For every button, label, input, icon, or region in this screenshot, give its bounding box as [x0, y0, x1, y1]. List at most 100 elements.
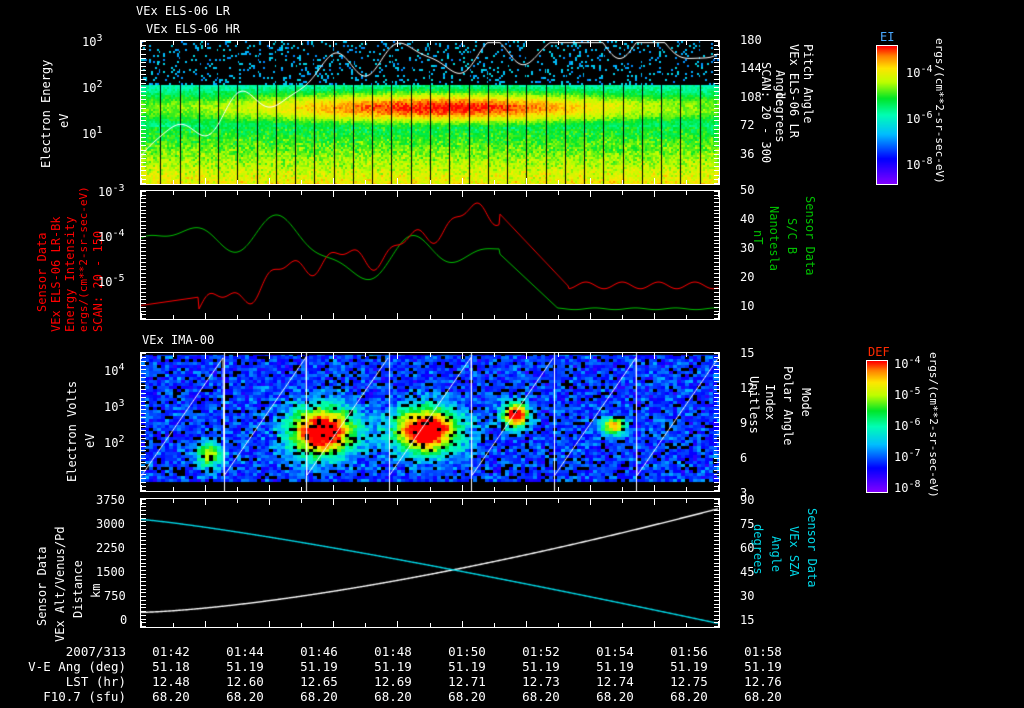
axis-tick [141, 458, 146, 459]
panel3-ylabel-1: eV [83, 433, 97, 448]
axis-tick [141, 225, 146, 226]
panel1-rlabel-2: Angle [773, 70, 787, 107]
axis-tick [141, 611, 146, 612]
table-cell: 12.71 [448, 674, 486, 689]
axis-tick [397, 499, 398, 505]
panel2-intensity-bfield-timeseries[interactable] [140, 190, 720, 320]
panel1-title-lr: VEx ELS-06 LR [136, 4, 230, 18]
axis-tick [590, 313, 591, 319]
axis-tick [558, 41, 559, 45]
table-row-label: F10.7 (sfu) [43, 689, 126, 704]
panel1-rtick-4: 36 [740, 147, 755, 161]
axis-tick [430, 623, 431, 627]
axis-tick [141, 626, 146, 627]
panel2-rlabel-1: S/C B [785, 218, 799, 255]
axis-tick [141, 247, 146, 248]
axis-tick [714, 284, 719, 285]
axis-tick [714, 397, 719, 398]
table-row-label: LST (hr) [65, 674, 126, 689]
axis-tick [430, 499, 431, 503]
axis-tick [714, 604, 719, 605]
axis-tick [718, 191, 719, 197]
panel3-ion-spectrogram[interactable] [140, 352, 720, 492]
axis-tick [141, 236, 146, 237]
axis-tick [714, 413, 719, 414]
panel4-rlabel-2: Angle [769, 536, 783, 573]
axis-tick [622, 315, 623, 319]
panel4-altitude-sza-timeseries[interactable] [140, 498, 720, 628]
axis-tick [714, 58, 719, 59]
axis-tick [622, 191, 623, 195]
axis-tick [714, 314, 719, 315]
axis-tick [654, 499, 655, 505]
axis-tick [141, 83, 146, 84]
axis-tick [714, 66, 719, 67]
axis-tick [141, 462, 146, 463]
colorbar1-units: ergs/(cm**2-sr-sec-eV) [933, 38, 946, 184]
axis-tick [714, 592, 719, 593]
table-cell: 12.69 [374, 674, 412, 689]
axis-tick [141, 600, 146, 601]
axis-tick [173, 353, 174, 357]
axis-tick [141, 95, 146, 96]
axis-tick [141, 454, 146, 455]
axis-tick [714, 137, 719, 138]
axis-tick [622, 353, 623, 357]
axis-tick [173, 41, 174, 45]
table-row: LST (hr) 12.48 12.60 12.65 12.69 12.71 12.73 12… [14, 674, 800, 689]
axis-tick [141, 251, 146, 252]
axis-tick [714, 236, 719, 237]
axis-tick [714, 389, 719, 390]
table-cell: 51.19 [596, 659, 634, 674]
axis-tick [141, 385, 146, 386]
panel2-rtick-1: 40 [740, 212, 755, 226]
axis-tick [141, 49, 146, 50]
axis-tick [430, 41, 431, 45]
colorbar2-tick-2: 10-6 [894, 417, 921, 433]
axis-tick [590, 353, 591, 359]
axis-tick [141, 303, 146, 304]
axis-tick [269, 178, 270, 184]
axis-tick [141, 45, 146, 46]
panel1-electron-spectrogram[interactable] [140, 40, 720, 185]
axis-tick [686, 315, 687, 319]
axis-tick [714, 262, 719, 263]
axis-tick [141, 191, 142, 197]
axis-tick [141, 621, 142, 627]
table-row: 2007/313 01:42 01:44 01:46 01:48 01:50 01:52 01… [14, 644, 800, 659]
axis-tick [714, 158, 719, 159]
axis-tick [622, 41, 623, 45]
axis-tick [141, 221, 146, 222]
axis-tick [141, 466, 146, 467]
axis-tick [141, 417, 146, 418]
axis-tick [141, 486, 146, 487]
axis-tick [141, 311, 146, 312]
axis-tick [714, 154, 719, 155]
axis-tick [526, 41, 527, 47]
axis-tick [333, 621, 334, 627]
panel4-llabel-0: Sensor Data [35, 546, 49, 626]
panel1-rlabel-4: SCAN: 20 - 300 [759, 62, 773, 164]
panel3-rlabel-1: Polar Angle [781, 366, 795, 446]
table-cell: 12.75 [670, 674, 708, 689]
axis-tick [141, 175, 146, 176]
axis-tick [714, 551, 719, 552]
axis-tick [269, 41, 270, 47]
table-cell: 68.20 [152, 689, 190, 704]
axis-tick [714, 79, 719, 80]
axis-tick [301, 180, 302, 184]
axis-tick [714, 446, 719, 447]
axis-tick [714, 116, 719, 117]
table-row: V-E Ang (deg) 51.18 51.19 51.19 51.19 51.19 51… [14, 659, 800, 674]
axis-tick [141, 262, 146, 263]
panel4-llabel-1: VEx Alt/Venus/Pd [53, 526, 67, 642]
axis-tick [718, 41, 719, 47]
axis-tick [714, 510, 719, 511]
colorbar1-name: EI [880, 30, 895, 44]
panel1-rlabel-3: degrees [773, 92, 787, 143]
panel2-llabel-3: ergs/(cm**2-sr-sec-eV) [77, 186, 90, 332]
axis-tick [714, 462, 719, 463]
axis-tick [141, 166, 146, 167]
axis-tick [686, 499, 687, 503]
axis-tick [714, 240, 719, 241]
